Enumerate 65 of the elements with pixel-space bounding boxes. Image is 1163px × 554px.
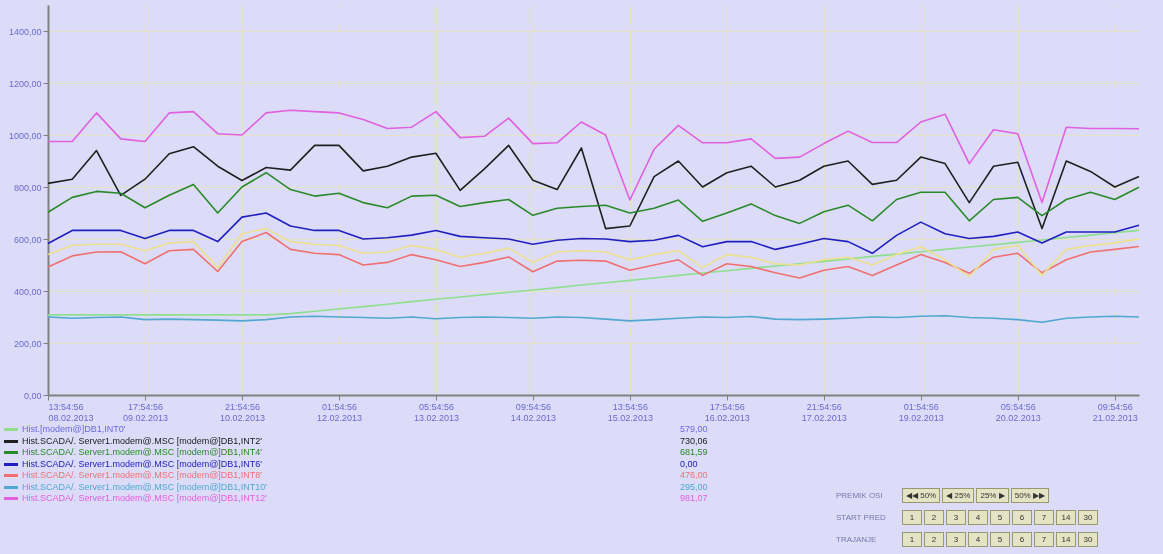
y-tick-label: 1200,00	[8, 78, 42, 89]
legend-label: Hist.SCADA/. Server1.modem@.MSC [modem@]DB1,INT2'	[22, 435, 263, 446]
button: ◀◀ 50%	[902, 487, 941, 503]
button: 6	[1012, 509, 1032, 525]
x-tick-label: 13:54:56 08.02.2013	[48, 401, 94, 423]
button: 1	[902, 531, 922, 547]
legend-label: Hist.SCADA/. Server1.modem@.MSC [modem@]DB1,INT10'	[22, 481, 268, 492]
x-tick-label: 21:54:56 17.02.2013	[801, 401, 847, 423]
line-series	[47, 212, 1140, 255]
text: TRAJANJE	[836, 534, 878, 544]
y-tick-label: 1400,00	[8, 26, 42, 37]
x-tick-label: 01:54:56 12.02.2013	[316, 401, 362, 423]
button: 6	[1012, 531, 1032, 547]
x-tick-label: 05:54:56 13.02.2013	[413, 401, 459, 423]
button: 2	[924, 531, 944, 547]
button: 7	[1034, 531, 1054, 547]
y-tick-label: 0,00	[23, 390, 42, 401]
button: 4	[968, 509, 988, 525]
x-tick-label: 13:54:56 15.02.2013	[607, 401, 653, 423]
x-tick-label: 05:54:56 20.02.2013	[995, 401, 1041, 423]
line-series	[47, 109, 1140, 204]
button: 25% ▶	[976, 487, 1009, 503]
line-series	[47, 144, 1140, 230]
button: 14	[1056, 531, 1076, 547]
legend-label: Hist.[modem@]DB1,INT0'	[22, 424, 126, 434]
x-tick-label: 09:54:56 21.02.2013	[1092, 401, 1138, 423]
text: 0,00	[680, 458, 698, 470]
line-series	[47, 314, 1140, 323]
button: 5	[990, 509, 1010, 525]
line-series	[47, 229, 1140, 316]
y-tick-label: 200,00	[13, 338, 42, 349]
x-tick-label: 01:54:56 19.02.2013	[898, 401, 944, 423]
text: 981,07	[680, 493, 708, 505]
x-tick-label: 17:54:56 09.02.2013	[122, 401, 168, 423]
legend-label: Hist.SCADA/. Server1.modem@.MSC [modem@]DB1,INT8'	[22, 470, 263, 480]
text: 579,00	[680, 424, 708, 436]
y-tick-label: 1000,00	[8, 130, 42, 141]
button: 50% ▶▶	[1010, 487, 1049, 503]
x-tick-label: 09:54:56 14.02.2013	[510, 401, 556, 423]
text: 476,00	[680, 470, 708, 482]
legend-label: Hist.SCADA/. Server1.modem@.MSC [modem@]DB1,INT12'	[22, 493, 268, 503]
text: 730,06	[680, 435, 708, 447]
text: 681,59	[680, 447, 708, 459]
button: 3	[946, 509, 966, 525]
text: PREMIK OSI	[836, 490, 884, 500]
button: ◀ 25%	[942, 487, 975, 503]
button: 1	[902, 509, 922, 525]
button: 5	[990, 531, 1010, 547]
text: START PRED	[836, 512, 887, 522]
y-tick-label: 800,00	[13, 182, 42, 193]
line-series	[47, 171, 1140, 225]
button: 2	[924, 509, 944, 525]
button: 30	[1078, 531, 1098, 547]
y-tick-label: 600,00	[13, 234, 42, 245]
text: 295,00	[680, 481, 708, 493]
button: 14	[1056, 509, 1076, 525]
y-tick-label: 400,00	[13, 286, 42, 297]
button: 30	[1078, 509, 1098, 525]
x-tick-label: 17:54:56 16.02.2013	[704, 401, 750, 423]
x-tick-label: 21:54:56 10.02.2013	[219, 401, 265, 423]
legend-label: Hist.SCADA/. Server1.modem@.MSC [modem@]DB1,INT4'	[22, 447, 263, 457]
legend-label: Hist.SCADA/. Server1.modem@.MSC [modem@]DB1,INT6'	[22, 458, 263, 469]
button: 4	[968, 531, 988, 547]
button: 7	[1034, 509, 1054, 525]
button: 3	[946, 531, 966, 547]
